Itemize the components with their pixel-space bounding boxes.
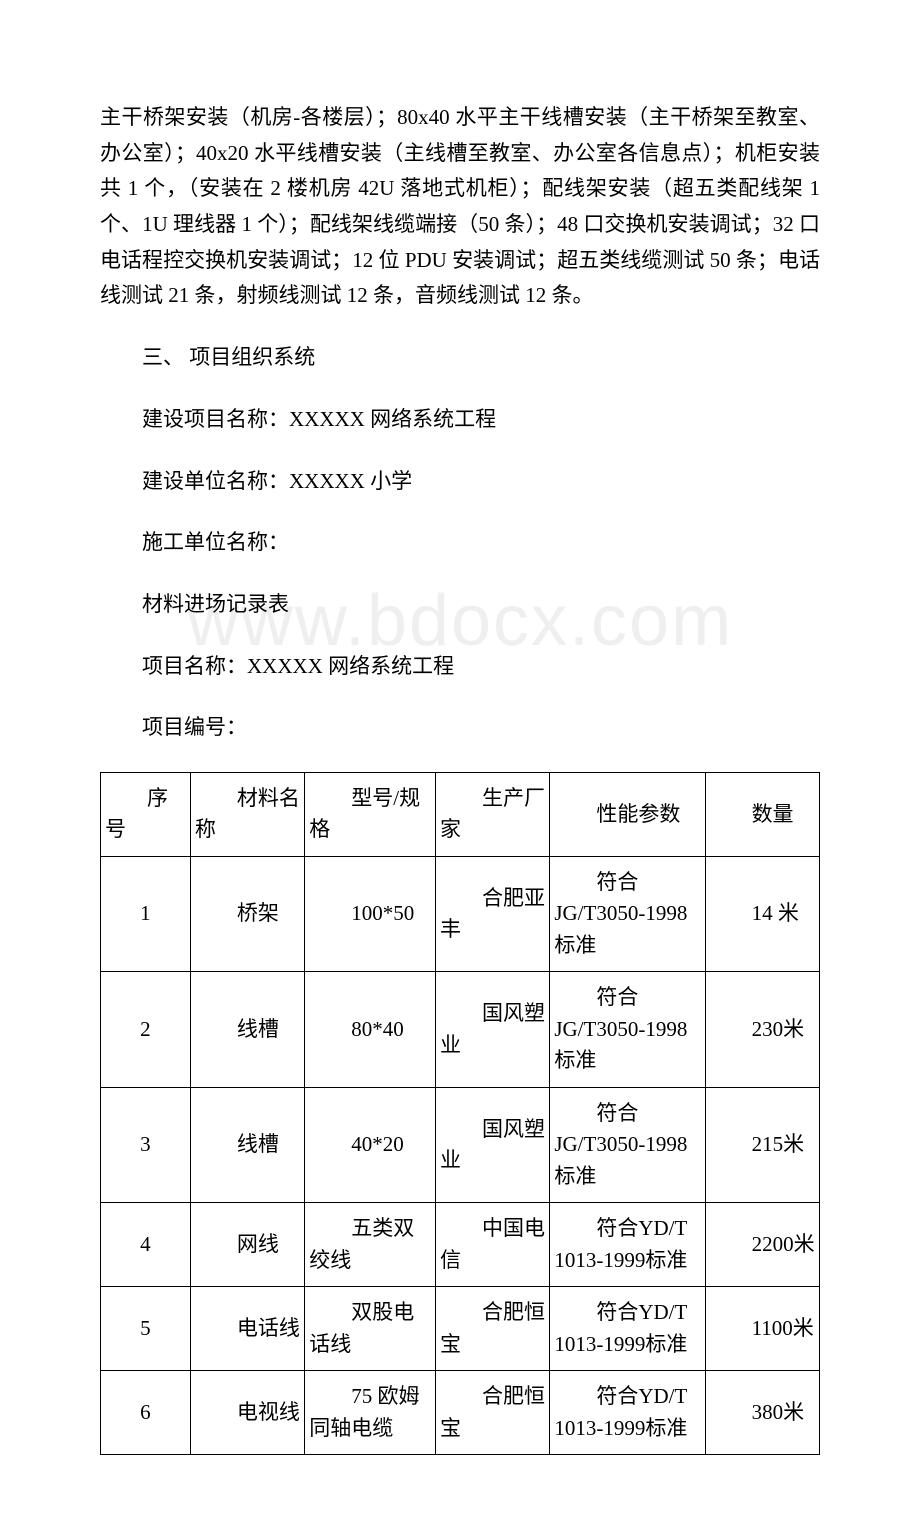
cell-spec: 40*20	[305, 1087, 436, 1203]
document-page: 主干桥架安装（机房-各楼层）；80x40 水平主干线槽安装（主干桥架至教室、办公…	[0, 0, 920, 1515]
cell-mfr: 国风塑业	[435, 972, 549, 1088]
project-number-line: 项目编号：	[100, 710, 820, 746]
col-header-seq: 序号	[101, 772, 191, 856]
cell-mfr: 合肥恒宝	[435, 1287, 549, 1371]
cell-name: 网线	[190, 1203, 304, 1287]
col-header-spec: 型号/规格	[305, 772, 436, 856]
table-header-row: 序号 材料名称 型号/规格 生产厂家 性能参数 数量	[101, 772, 820, 856]
table-row: 2 线槽 80*40 国风塑业 符合JG/T3050-1998 标准 230米	[101, 972, 820, 1088]
cell-perf: 符合YD/T 1013-1999标准	[550, 1287, 705, 1371]
cell-name: 线槽	[190, 1087, 304, 1203]
cell-name: 电话线	[190, 1287, 304, 1371]
col-header-perf: 性能参数	[550, 772, 705, 856]
cell-perf: 符合YD/T 1013-1999标准	[550, 1203, 705, 1287]
cell-spec: 75 欧姆同轴电缆	[305, 1371, 436, 1455]
col-header-qty: 数量	[705, 772, 819, 856]
material-record-title: 材料进场记录表	[100, 587, 820, 623]
table-row: 1 桥架 100*50 合肥亚丰 符合JG/T3050-1998 标准 14 米	[101, 856, 820, 972]
table-body: 1 桥架 100*50 合肥亚丰 符合JG/T3050-1998 标准 14 米…	[101, 856, 820, 1455]
cell-qty: 215米	[705, 1087, 819, 1203]
table-row: 6 电视线 75 欧姆同轴电缆 合肥恒宝 符合YD/T 1013-1999标准 …	[101, 1371, 820, 1455]
col-header-mfr: 生产厂家	[435, 772, 549, 856]
cell-perf: 符合JG/T3050-1998 标准	[550, 856, 705, 972]
table-row: 4 网线 五类双绞线 中国电信 符合YD/T 1013-1999标准 2200米	[101, 1203, 820, 1287]
cell-mfr: 合肥恒宝	[435, 1371, 549, 1455]
materials-table: 序号 材料名称 型号/规格 生产厂家 性能参数 数量 1 桥架 100*50 合…	[100, 772, 820, 1456]
cell-seq: 3	[101, 1087, 191, 1203]
cell-spec: 100*50	[305, 856, 436, 972]
table-row: 3 线槽 40*20 国风塑业 符合JG/T3050-1998 标准 215米	[101, 1087, 820, 1203]
project-name-line: 建设项目名称：XXXXX 网络系统工程	[100, 402, 820, 438]
cell-name: 桥架	[190, 856, 304, 972]
cell-seq: 1	[101, 856, 191, 972]
project-name-line-2: 项目名称：XXXXX 网络系统工程	[100, 649, 820, 685]
section-heading-3: 三、 项目组织系统	[100, 340, 820, 376]
cell-seq: 4	[101, 1203, 191, 1287]
cell-spec: 80*40	[305, 972, 436, 1088]
cell-seq: 2	[101, 972, 191, 1088]
cell-mfr: 合肥亚丰	[435, 856, 549, 972]
cell-name: 电视线	[190, 1371, 304, 1455]
cell-mfr: 中国电信	[435, 1203, 549, 1287]
cell-name: 线槽	[190, 972, 304, 1088]
cell-seq: 5	[101, 1287, 191, 1371]
construct-unit-line: 施工单位名称：	[100, 525, 820, 561]
cell-seq: 6	[101, 1371, 191, 1455]
cell-spec: 双股电话线	[305, 1287, 436, 1371]
cell-qty: 1100米	[705, 1287, 819, 1371]
cell-perf: 符合JG/T3050-1998 标准	[550, 1087, 705, 1203]
cell-perf: 符合YD/T 1013-1999标准	[550, 1371, 705, 1455]
build-unit-line: 建设单位名称：XXXXX 小学	[100, 464, 820, 500]
cell-qty: 230米	[705, 972, 819, 1088]
col-header-name: 材料名称	[190, 772, 304, 856]
cell-perf: 符合JG/T3050-1998 标准	[550, 972, 705, 1088]
paragraph-intro: 主干桥架安装（机房-各楼层）；80x40 水平主干线槽安装（主干桥架至教室、办公…	[100, 100, 820, 314]
cell-qty: 380米	[705, 1371, 819, 1455]
cell-mfr: 国风塑业	[435, 1087, 549, 1203]
table-row: 5 电话线 双股电话线 合肥恒宝 符合YD/T 1013-1999标准 1100…	[101, 1287, 820, 1371]
cell-qty: 14 米	[705, 856, 819, 972]
cell-spec: 五类双绞线	[305, 1203, 436, 1287]
cell-qty: 2200米	[705, 1203, 819, 1287]
